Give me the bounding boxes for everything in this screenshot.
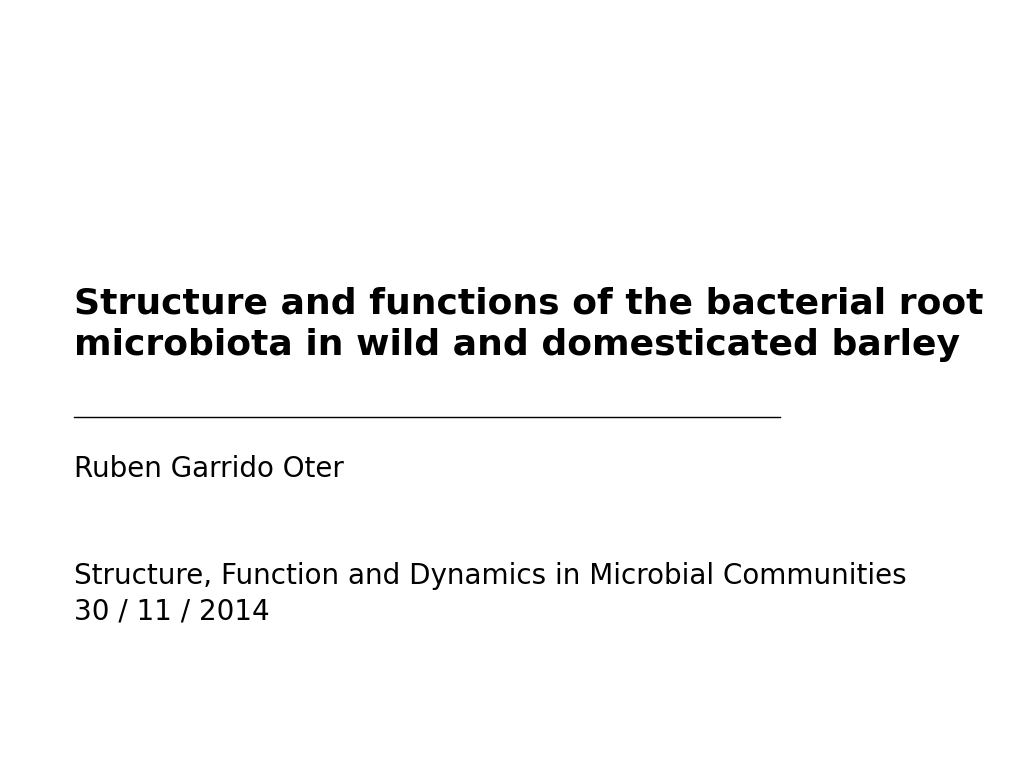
Text: Ruben Garrido Oter: Ruben Garrido Oter — [74, 455, 344, 483]
Text: Structure and functions of the bacterial root
microbiota in wild and domesticate: Structure and functions of the bacterial… — [74, 287, 983, 362]
Text: Structure, Function and Dynamics in Microbial Communities
30 / 11 / 2014: Structure, Function and Dynamics in Micr… — [74, 562, 906, 626]
